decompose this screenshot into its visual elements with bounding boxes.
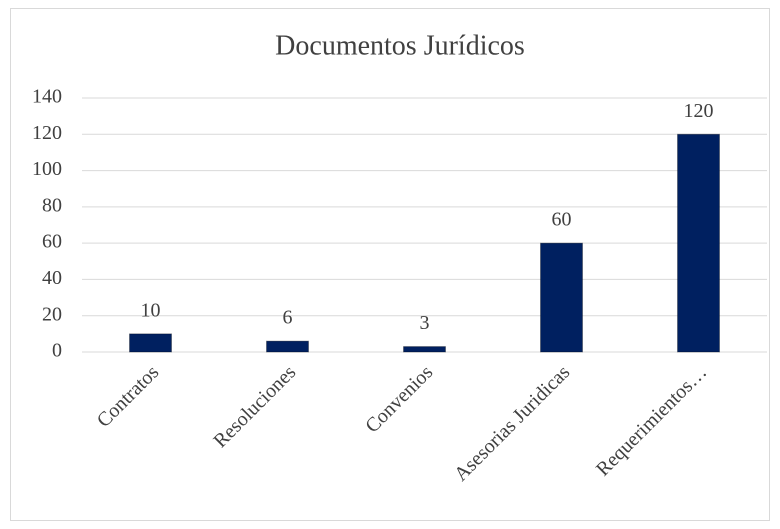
bar <box>129 333 172 353</box>
chart-title: Documentos Jurídicos <box>275 30 525 61</box>
bar <box>403 346 446 353</box>
data-label: 6 <box>283 307 293 329</box>
y-tick-label: 120 <box>32 122 62 144</box>
bar <box>540 242 583 353</box>
y-tick-label: 0 <box>52 340 62 362</box>
bar <box>266 340 309 353</box>
data-label: 3 <box>420 312 430 334</box>
y-tick-label: 80 <box>42 194 62 216</box>
data-label: 60 <box>552 209 572 231</box>
data-label: 120 <box>684 100 714 122</box>
y-tick-label: 20 <box>42 303 62 325</box>
y-tick-label: 60 <box>42 231 62 253</box>
bar <box>677 133 720 353</box>
y-tick-label: 140 <box>32 86 62 108</box>
chart-border <box>10 8 770 521</box>
y-tick-label: 100 <box>32 158 62 180</box>
data-label: 10 <box>141 299 161 321</box>
y-tick-label: 40 <box>42 267 62 289</box>
